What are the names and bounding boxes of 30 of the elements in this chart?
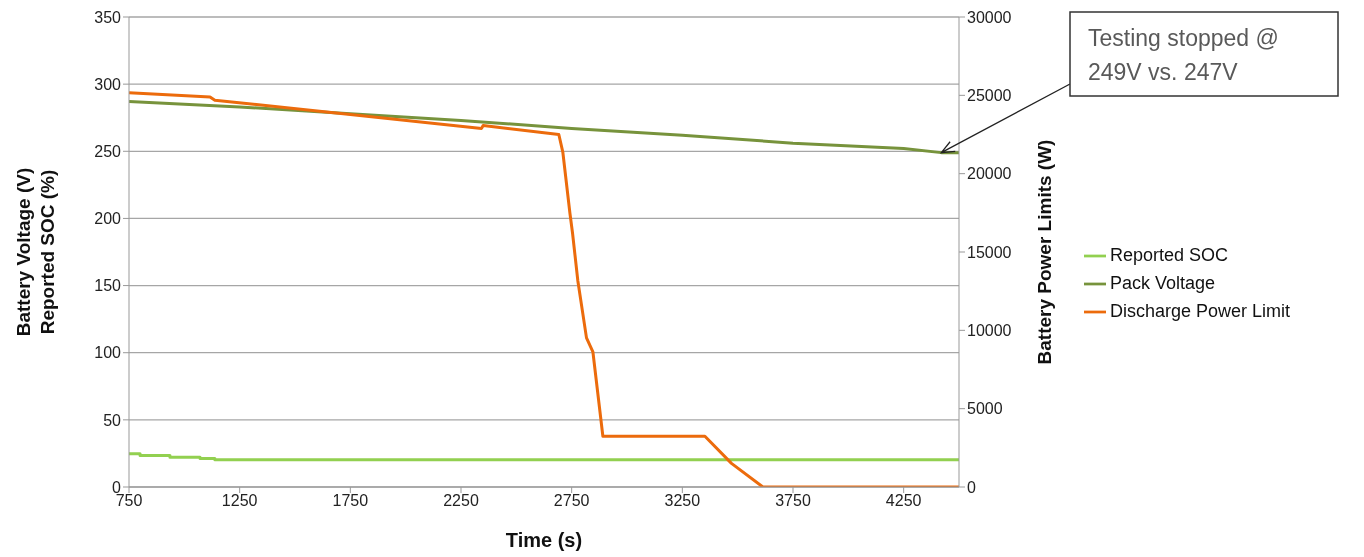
x-tick-label: 4250 bbox=[885, 492, 922, 510]
y-tick-label: 100 bbox=[94, 344, 122, 362]
x-tick-label: 3750 bbox=[775, 492, 811, 510]
legend-label: Discharge Power Limit bbox=[1110, 300, 1291, 321]
y-tick-label: 250 bbox=[94, 142, 122, 160]
y-tick-label: 350 bbox=[94, 8, 122, 26]
y-tick-label: 300 bbox=[94, 75, 122, 93]
x-tick-label: 1750 bbox=[332, 492, 369, 510]
line-series bbox=[129, 100, 959, 155]
y-axis-title: Battery Voltage (V) Reported SOC (%) bbox=[13, 167, 58, 337]
y2-tick-label: 30000 bbox=[967, 8, 1012, 26]
x-tick-label: 2250 bbox=[443, 492, 479, 510]
y2-tick-label: 15000 bbox=[967, 243, 1012, 261]
y2-tick-label: 25000 bbox=[967, 87, 1012, 105]
annotation: Testing stopped @ 249V vs. 247V bbox=[1088, 25, 1279, 85]
y-tick-label: 200 bbox=[94, 210, 122, 228]
y2-tick-label: 5000 bbox=[967, 400, 1003, 418]
y2-tick-label: 10000 bbox=[967, 322, 1012, 340]
y2-axis-title: Battery Power Limits (W) bbox=[1033, 139, 1055, 365]
legend-label: Pack Voltage bbox=[1110, 272, 1216, 293]
x-tick-label: 3250 bbox=[664, 492, 701, 510]
y-tick-label: 50 bbox=[103, 411, 122, 429]
x-tick-label: 2750 bbox=[553, 492, 590, 510]
y2-tick-label: 0 bbox=[967, 478, 976, 496]
y-tick-label: 150 bbox=[94, 277, 122, 295]
legend-label: Reported SOC bbox=[1110, 244, 1229, 265]
y2-tick-label: 20000 bbox=[967, 165, 1012, 183]
x-axis-title: Time (s) bbox=[505, 529, 583, 551]
x-tick-label: 1250 bbox=[221, 492, 258, 510]
x-tick-label: 750 bbox=[115, 492, 143, 510]
